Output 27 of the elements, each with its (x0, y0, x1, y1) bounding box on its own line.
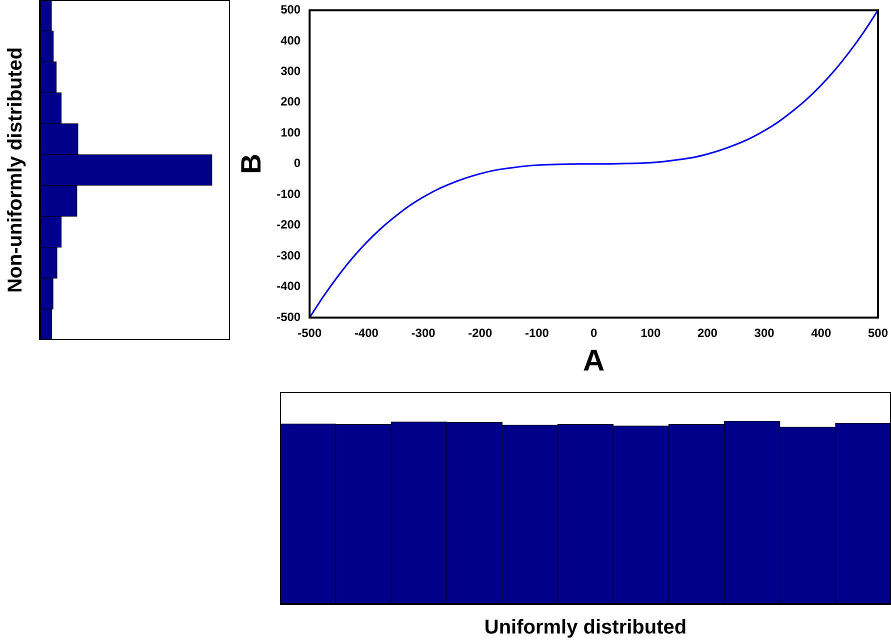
y-tick-label: -100 (276, 186, 301, 201)
y-tick-label: -300 (276, 248, 301, 262)
y-tick-label: 500 (280, 2, 301, 17)
x-tick-label: 200 (697, 326, 718, 340)
x-tick-label: 400 (811, 326, 832, 340)
x-tick-label: 100 (640, 326, 661, 340)
y-tick-label: 400 (280, 33, 301, 48)
y-tick-label: -400 (276, 279, 301, 294)
x-tick-label: -300 (411, 326, 436, 340)
y-axis-title: Non-uniformly distributed (4, 47, 27, 293)
x-tick-label: 0 (590, 326, 598, 340)
x-tick-label: -500 (298, 326, 322, 340)
line-series (310, 10, 878, 318)
y-tick-label: 200 (280, 94, 301, 109)
x-tick-label: -100 (524, 326, 550, 340)
y-tick-label: 300 (280, 64, 301, 78)
x-tick-label: -200 (468, 326, 492, 340)
y-axis-title: B (236, 154, 267, 174)
y-tick-label: 100 (280, 125, 301, 140)
y-tick-label: 0 (294, 156, 301, 170)
x-tick-label: -400 (354, 326, 379, 340)
y-tick-label: -500 (276, 310, 301, 324)
x-axis-title: A (582, 344, 605, 378)
x-axis-title: Uniformly distributed (484, 616, 687, 639)
x-tick-label: 300 (754, 326, 775, 340)
x-tick-label: 500 (868, 326, 888, 340)
y-tick-label: -200 (276, 218, 301, 232)
